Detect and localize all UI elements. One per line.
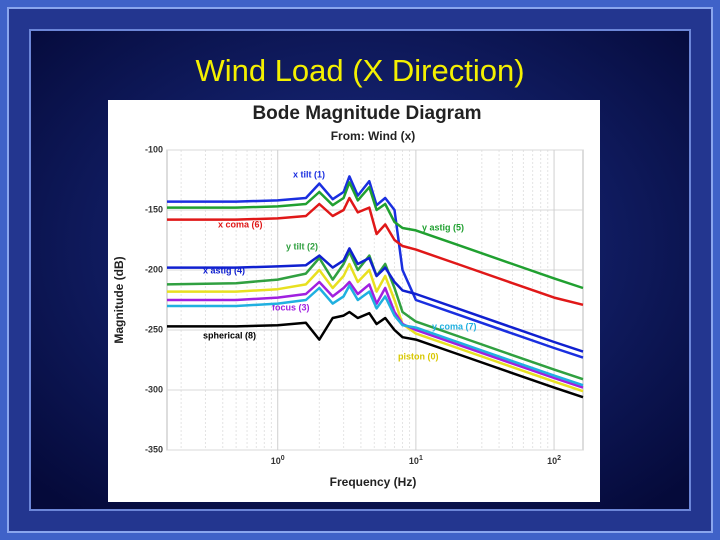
- series-label: spherical (8): [203, 330, 256, 340]
- series-line: [167, 310, 584, 399]
- x-tick-base: 10: [409, 456, 419, 466]
- x-tick-label: 101: [409, 455, 423, 467]
- y-tick-label: -350: [145, 444, 163, 454]
- series-line: [167, 196, 584, 307]
- series-label: x astig (4): [203, 265, 245, 275]
- x-axis-label: Frequency (Hz): [330, 475, 417, 489]
- series-label: piston (0): [398, 351, 439, 361]
- x-tick-base: 10: [271, 456, 281, 466]
- series-label: x tilt (1): [293, 169, 325, 179]
- slide-title: Wind Load (X Direction): [195, 53, 524, 88]
- y-tick-label: -250: [145, 324, 163, 334]
- y-axis-label: Magnitude (dB): [112, 256, 126, 343]
- series-line: [167, 247, 584, 353]
- x-tick-exponent: 0: [281, 455, 285, 462]
- series-line: [166, 250, 584, 381]
- series-label: focus (3): [272, 302, 310, 312]
- x-tick-exponent: 2: [557, 455, 561, 462]
- y-tick-label: -150: [145, 204, 163, 214]
- x-tick-label: 100: [271, 455, 285, 467]
- series-line: [167, 280, 584, 389]
- series-line: [167, 262, 584, 393]
- x-tick-exponent: 1: [419, 455, 423, 462]
- series-label: y tilt (2): [286, 241, 318, 251]
- series-label: y astig (5): [422, 222, 464, 232]
- series-line: [167, 175, 584, 359]
- chart-title: Bode Magnitude Diagram: [252, 103, 481, 124]
- x-tick-label: 102: [547, 455, 561, 467]
- y-tick-label: -100: [145, 144, 163, 154]
- series-line: [167, 284, 584, 387]
- x-tick-base: 10: [547, 456, 557, 466]
- chart-subtitle: From: Wind (x): [331, 129, 416, 143]
- y-tick-label: -300: [145, 384, 163, 394]
- series-line: [167, 181, 584, 290]
- y-tick-label: -200: [145, 264, 163, 274]
- series-label: x coma (6): [218, 219, 263, 229]
- series-label: y coma (7): [432, 321, 477, 331]
